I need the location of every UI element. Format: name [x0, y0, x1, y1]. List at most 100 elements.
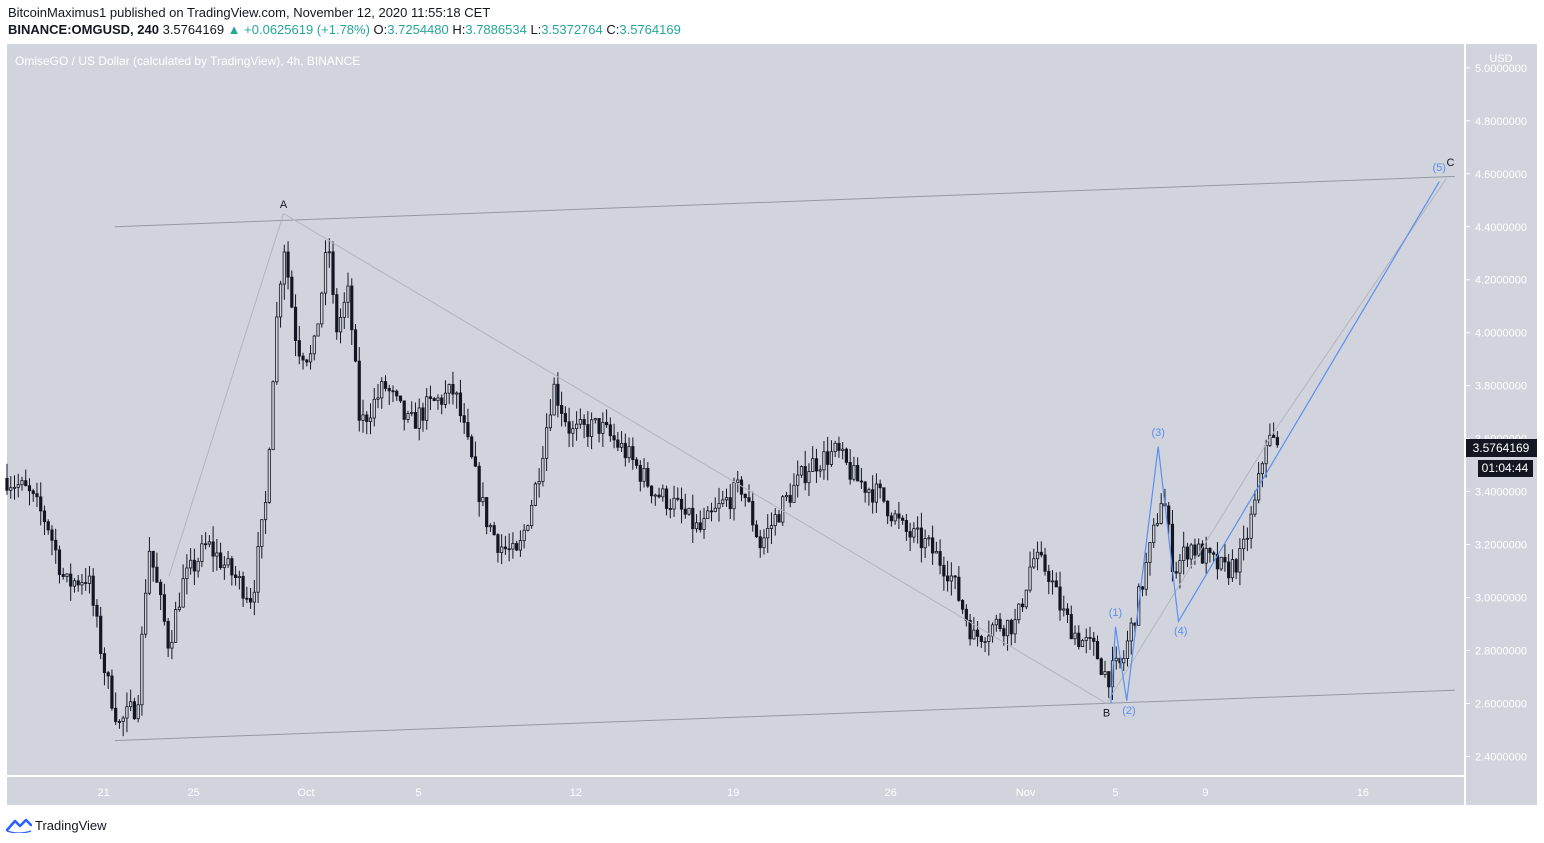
candle-body	[342, 301, 346, 318]
candle-body	[597, 418, 601, 434]
candle-body	[646, 468, 650, 487]
candle-body	[470, 436, 474, 458]
candle-body	[792, 484, 796, 503]
candle-body	[1272, 434, 1276, 438]
candle-body	[548, 414, 552, 429]
candle-body	[323, 252, 328, 294]
candle-body	[803, 466, 807, 484]
candle-body	[428, 396, 433, 399]
candle-body	[702, 518, 706, 531]
candle-body	[383, 381, 388, 389]
time-axis[interactable]	[7, 777, 1464, 805]
candle-body	[777, 514, 781, 523]
lower-channel-line	[114, 689, 1456, 742]
candle-body	[1047, 570, 1051, 583]
candle-body	[443, 392, 448, 405]
candle-body	[293, 306, 298, 341]
wave-c-line	[1106, 178, 1447, 704]
candle-body	[653, 494, 657, 497]
candle-body	[1028, 566, 1032, 591]
publisher-name[interactable]: BitcoinMaximus1	[8, 5, 107, 20]
candle-body	[117, 721, 122, 723]
candle-body	[432, 398, 436, 401]
candle-body	[35, 493, 39, 498]
candle-body	[1242, 538, 1246, 550]
candle-body	[477, 465, 481, 503]
candle-body	[1020, 603, 1025, 608]
candle-body	[170, 641, 174, 649]
candle-body	[256, 546, 260, 593]
candle-body	[724, 497, 729, 501]
candle-body	[863, 481, 867, 493]
candle-body	[402, 400, 406, 420]
drawings	[114, 175, 1456, 742]
candle-body	[387, 388, 391, 392]
price-axis[interactable]	[1466, 44, 1537, 805]
candle-body	[312, 335, 316, 355]
candle-body	[694, 522, 699, 530]
candle-body	[676, 497, 680, 500]
candle-body	[316, 323, 320, 337]
candle-body	[1129, 622, 1133, 642]
candle-body	[631, 446, 635, 461]
candle-body	[672, 497, 676, 510]
candle-body	[121, 717, 125, 722]
candle-body	[155, 566, 159, 583]
candle-body	[1024, 589, 1028, 608]
last-price-label: 3.5764169	[1473, 441, 1530, 455]
candle-body	[335, 294, 339, 333]
candle-body	[563, 413, 567, 423]
candle-body	[530, 504, 534, 527]
y-tick-label: 2.4000000	[1475, 751, 1527, 763]
candle-body	[661, 488, 665, 498]
candle-body	[200, 543, 204, 562]
x-tick-label: 26	[885, 787, 897, 799]
candle-body	[1223, 556, 1227, 563]
candle-body	[713, 507, 717, 513]
candle-body	[616, 439, 620, 448]
candle-body	[975, 629, 980, 637]
candle-body	[1084, 637, 1088, 641]
candle-body	[458, 392, 463, 417]
candle-body	[807, 471, 811, 484]
candle-body	[350, 285, 354, 331]
candle-body	[1212, 552, 1216, 555]
candle-body	[1005, 619, 1010, 637]
candle-body	[174, 609, 178, 643]
candle-body	[1032, 558, 1036, 568]
candle-body	[578, 419, 582, 425]
candle-body	[207, 541, 211, 545]
candle-body	[1058, 586, 1062, 611]
candle-body	[99, 615, 103, 654]
candle-body	[1069, 614, 1073, 640]
candle-body	[751, 501, 755, 526]
candle-body	[365, 414, 369, 422]
upper-channel-line	[114, 175, 1456, 228]
x-tick-label: 16	[1357, 787, 1369, 799]
published-text: published on TradingView.com, November 1…	[109, 5, 491, 20]
candle-body	[1065, 608, 1070, 615]
candle-body	[931, 537, 935, 554]
candle-body	[522, 529, 526, 542]
footer-brand[interactable]: TradingView	[6, 815, 107, 835]
close-label: C:	[606, 22, 620, 37]
candle-body	[829, 451, 834, 465]
candle-body	[526, 525, 530, 531]
candle-body	[1099, 658, 1103, 676]
candle-body	[1249, 513, 1253, 539]
plot-area[interactable]	[7, 44, 1464, 775]
candle-body	[1043, 554, 1047, 572]
x-tick-label: Oct	[297, 787, 314, 799]
candle-body	[634, 459, 639, 466]
candle-body	[54, 539, 58, 551]
candle-body	[189, 559, 193, 569]
candle-body	[586, 424, 590, 437]
candle-body	[72, 580, 77, 587]
y-tick-label: 2.6000000	[1475, 698, 1527, 710]
candle-body	[466, 421, 470, 438]
candle-body	[882, 487, 886, 502]
x-tick-label: 25	[187, 787, 199, 799]
candle-body	[1073, 632, 1077, 640]
candle-body	[916, 527, 920, 530]
